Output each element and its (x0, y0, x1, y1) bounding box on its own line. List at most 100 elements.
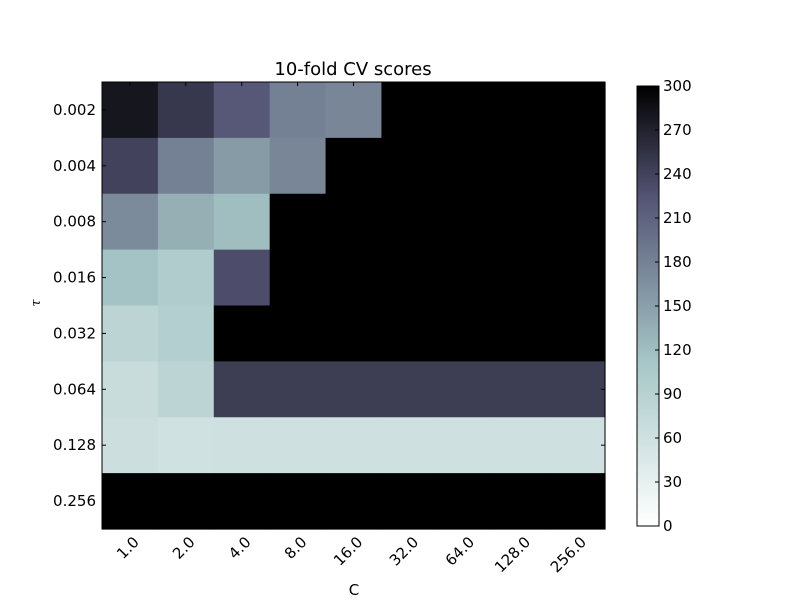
chart-title: 10-fold CV scores (274, 59, 431, 80)
x-tick-label: 2.0 (169, 533, 199, 563)
heatmap-cell (493, 473, 550, 530)
x-tick-label: 16.0 (330, 533, 366, 569)
heatmap-cell (325, 361, 383, 418)
y-tick-label: 0.008 (53, 213, 96, 231)
heatmap-cell (381, 193, 438, 251)
heatmap-cell (157, 137, 215, 195)
heatmap-cell (157, 417, 215, 474)
heatmap-cell (157, 305, 215, 362)
heatmap-cell (325, 193, 383, 251)
heatmap-cell (102, 417, 159, 474)
colorbar-tick-label: 240 (663, 165, 692, 183)
heatmap-cell (102, 137, 159, 195)
heatmap-cell (213, 137, 271, 195)
heatmap-cell (493, 361, 550, 418)
heatmap-cell (213, 193, 271, 251)
heatmap-cell (157, 82, 215, 139)
heatmap-cell (269, 361, 327, 418)
heatmap-cell (269, 249, 327, 307)
x-tick-label: 64.0 (442, 533, 478, 569)
heatmap-cell (325, 249, 383, 307)
heatmap-cell (157, 249, 215, 307)
x-axis-label: C (349, 581, 359, 599)
heatmap-cell (269, 82, 327, 139)
y-axis-ticks: 0.002 0.004 0.008 0.016 0.032 0.064 0.128 0.256 (53, 101, 605, 510)
colorbar-tick-label: 120 (663, 341, 692, 359)
colorbar-ticks: 0 30 60 90 120 150 180 210 240 270 300 (655, 77, 692, 535)
heatmap-cell (157, 361, 215, 418)
heatmap-cell (437, 137, 494, 195)
x-tick-label: 8.0 (281, 533, 311, 563)
heatmap-cell (381, 249, 438, 307)
colorbar-tick-label: 270 (663, 121, 692, 139)
heatmap-cell (493, 417, 550, 474)
heatmap-cell (437, 249, 494, 307)
heatmap-cell (213, 305, 271, 362)
heatmap-cell (549, 473, 606, 530)
colorbar-tick-label: 150 (663, 297, 692, 315)
heatmap-cell (437, 361, 494, 418)
heatmap-cell (549, 361, 606, 418)
heatmap-cell (549, 417, 606, 474)
heatmap-cell (437, 305, 494, 362)
heatmap-cell (325, 137, 383, 195)
x-tick-label: 256.0 (547, 533, 590, 576)
heatmap-cell (325, 473, 383, 530)
heatmap-cell (437, 417, 494, 474)
y-tick-label: 0.256 (53, 492, 96, 510)
heatmap-cell (269, 417, 327, 474)
heatmap-cell (549, 305, 606, 362)
heatmap-cell (269, 193, 327, 251)
heatmap-cell (325, 82, 383, 139)
heatmap-cell (549, 82, 606, 139)
heatmap-cell (269, 473, 327, 530)
heatmap-cell (493, 137, 550, 195)
colorbar-tick-label: 60 (663, 429, 682, 447)
heatmap-cell (157, 193, 215, 251)
y-tick-label: 0.002 (53, 101, 96, 119)
colorbar-tick-label: 210 (663, 209, 692, 227)
heatmap-cell (381, 137, 438, 195)
heatmap-cell (381, 305, 438, 362)
heatmap-cell (325, 417, 383, 474)
heatmap-cell (381, 82, 438, 139)
y-tick-label: 0.032 (53, 324, 96, 342)
y-tick-label: 0.004 (53, 157, 96, 175)
heatmap-cell (269, 137, 327, 195)
colorbar-tick-label: 90 (663, 385, 682, 403)
heatmap-cell (381, 361, 438, 418)
x-tick-label: 4.0 (225, 533, 255, 563)
heatmap-cell (102, 305, 159, 362)
x-tick-label: 1.0 (113, 533, 143, 563)
heatmap-cells (102, 82, 606, 530)
heatmap-cell (213, 82, 271, 139)
y-tick-label: 0.064 (53, 380, 96, 398)
x-tick-label: 128.0 (491, 533, 534, 576)
heatmap-cell (437, 82, 494, 139)
heatmap-cell (213, 361, 271, 418)
colorbar-tick-label: 30 (663, 473, 682, 491)
heatmap-cell (213, 417, 271, 474)
heatmap-cell (493, 82, 550, 139)
heatmap-cell (213, 249, 271, 307)
heatmap-cell (102, 361, 159, 418)
colorbar-tick-label: 180 (663, 253, 692, 271)
heatmap-cell (157, 473, 215, 530)
heatmap-cell (325, 305, 383, 362)
heatmap-cell (381, 417, 438, 474)
heatmap-cell (102, 473, 159, 530)
heatmap-cell (549, 249, 606, 307)
colorbar-tick-label: 0 (663, 517, 673, 535)
heatmap-cell (213, 473, 271, 530)
heatmap-cell (437, 473, 494, 530)
heatmap-cell (102, 249, 159, 307)
y-tick-label: 0.016 (53, 269, 96, 287)
heatmap-cell (102, 82, 159, 139)
heatmap-cell (493, 249, 550, 307)
heatmap-cell (549, 137, 606, 195)
colorbar-tick-label: 300 (663, 77, 692, 95)
heatmap-cell (102, 193, 159, 251)
y-axis-label: τ (29, 299, 44, 307)
heatmap-cell (437, 193, 494, 251)
